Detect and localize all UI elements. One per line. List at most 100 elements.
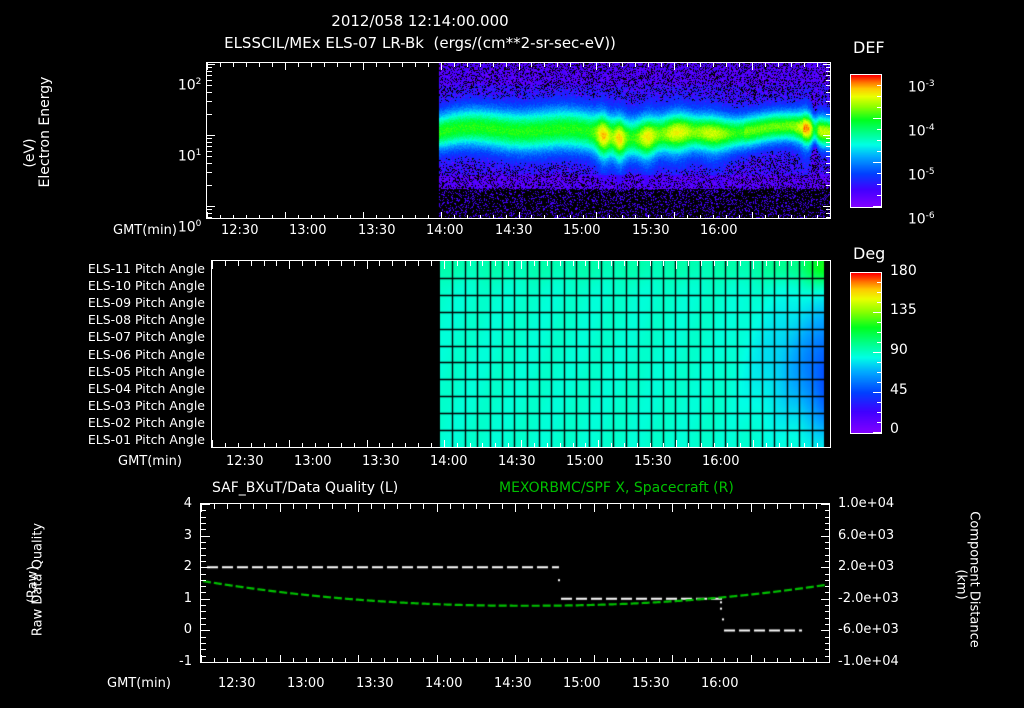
axis-tick [515, 504, 516, 512]
axis-tick [825, 643, 830, 644]
axis-label: 14:30 [495, 223, 533, 238]
panel1-xlabel: GMT(min) [113, 223, 177, 238]
colorbar-deg-title: Deg [853, 244, 886, 263]
axis-tick [648, 63, 649, 67]
axis-tick [238, 443, 239, 448]
pitch-angle-row-label-9: ELS-09 Pitch Angle [87, 295, 205, 311]
axis-tick [877, 173, 882, 174]
axis-tick [685, 504, 686, 509]
axis-tick [740, 261, 741, 266]
axis-tick [620, 504, 621, 509]
axis-tick [272, 215, 273, 219]
axis-label: 12:30 [221, 223, 259, 238]
axis-tick [470, 261, 471, 266]
axis-tick [259, 63, 260, 67]
axis-tick [350, 63, 351, 67]
axis-tick [337, 63, 338, 67]
pitch-angle-row-label-1: ELS-01 Pitch Angle [87, 432, 205, 447]
axis-tick [826, 213, 831, 214]
axis-tick [454, 215, 455, 219]
axis-tick [585, 443, 586, 448]
axis-tick [817, 63, 818, 67]
axis-tick [444, 261, 445, 269]
axis-tick [371, 658, 372, 663]
axis-tick [207, 138, 212, 139]
axis-tick [711, 658, 712, 663]
axis-tick [384, 504, 385, 509]
axis-tick [251, 261, 252, 266]
axis-tick [363, 63, 364, 70]
pitch-angle-grid [212, 261, 830, 447]
axis-tick [777, 504, 778, 509]
axis-label: 13:00 [289, 223, 327, 238]
panel1-yunit: (eV) [22, 138, 38, 168]
axis-tick [441, 212, 442, 219]
axis-tick [428, 215, 429, 219]
axis-tick [830, 212, 831, 219]
axis-tick [508, 443, 509, 448]
axis-tick [519, 212, 520, 219]
panel3-ytick-left-3: 3 [183, 527, 192, 543]
axis-tick [830, 440, 831, 448]
axis-tick [415, 63, 416, 67]
axis-tick [764, 658, 765, 663]
axis-tick [410, 504, 411, 509]
axis-tick [201, 662, 210, 663]
axis-tick [777, 658, 778, 663]
axis-tick [573, 261, 574, 266]
axis-tick [410, 658, 411, 663]
axis-tick [701, 261, 702, 266]
axis-tick [379, 443, 380, 448]
axis-tick [825, 618, 830, 619]
axis-tick [544, 63, 545, 67]
axis-tick [489, 658, 490, 663]
axis-tick [791, 215, 792, 219]
axis-tick [659, 504, 660, 509]
axis-tick [201, 536, 210, 537]
axis-tick [611, 261, 612, 266]
axis-tick [826, 209, 831, 210]
axis-tick [583, 63, 584, 67]
axis-tick [423, 658, 424, 663]
axis-tick [557, 63, 558, 67]
axis-tick [622, 63, 623, 67]
axis-tick [379, 261, 380, 266]
axis-tick [570, 215, 571, 219]
axis-tick [415, 215, 416, 219]
axis-tick [201, 548, 206, 549]
axis-tick [392, 261, 393, 266]
axis-tick [397, 658, 398, 663]
axis-tick [276, 261, 277, 266]
axis-tick [418, 443, 419, 448]
axis-tick [823, 135, 831, 136]
axis-tick [276, 443, 277, 448]
axis-tick [515, 655, 516, 663]
axis-tick [740, 443, 741, 448]
axis-tick [454, 63, 455, 67]
axis-tick [246, 63, 247, 67]
pitch-angle-row-label-7: ELS-07 Pitch Angle [87, 329, 205, 345]
axis-tick [554, 504, 555, 509]
axis-tick [289, 440, 290, 448]
axis-tick [358, 655, 359, 663]
axis-tick [583, 215, 584, 219]
axis-label: 15:00 [566, 454, 604, 469]
colorbar-deg-label-180: 180 [890, 263, 917, 279]
axis-tick [358, 504, 359, 512]
axis-tick [821, 630, 830, 631]
axis-tick [685, 658, 686, 663]
axis-tick [804, 63, 805, 67]
axis-tick [506, 215, 507, 219]
axis-tick [201, 542, 206, 543]
axis-label: 16:00 [700, 223, 738, 238]
axis-tick [476, 658, 477, 663]
axis-tick [207, 212, 208, 219]
axis-tick [672, 655, 673, 663]
axis-label: 14:30 [494, 676, 532, 691]
panel1-ylabel: Electron Energy [37, 76, 53, 188]
page-title: 2012/058 12:14:00.000 [331, 12, 509, 30]
axis-tick [737, 504, 738, 509]
panel1-ytick-1: 101 [177, 148, 202, 165]
axis-tick [727, 443, 728, 448]
axis-tick [804, 261, 805, 266]
